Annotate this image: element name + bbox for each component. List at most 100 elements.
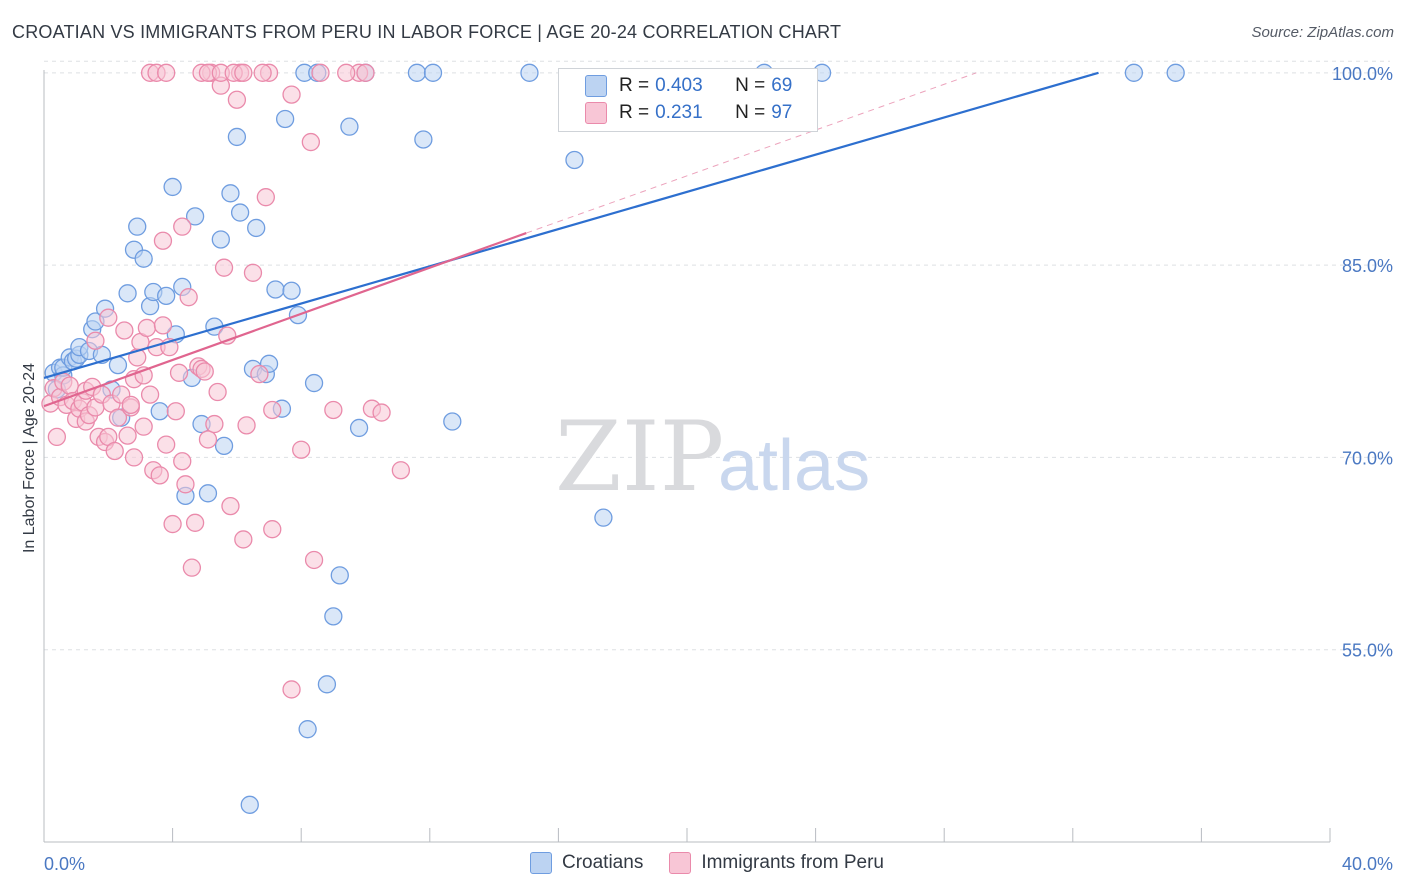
peru-trend-line: [43, 232, 527, 408]
peru-point: [47, 427, 67, 447]
peru-point: [214, 258, 234, 277]
peru-point: [173, 217, 192, 236]
croatian-point: [275, 109, 295, 129]
chart-source: Source: ZipAtlas.com: [1251, 24, 1394, 41]
croatian-point: [240, 795, 259, 814]
peru-point: [221, 496, 240, 516]
peru-point: [150, 466, 169, 485]
watermark: ZIP atlas: [555, 401, 870, 513]
watermark-atlas: atlas: [718, 426, 870, 506]
peru-point: [234, 63, 253, 82]
grid-layer: [44, 60, 1390, 651]
peru-point: [157, 63, 176, 82]
legend-r-label: R =: [619, 75, 650, 96]
peru-point: [234, 530, 253, 549]
legend-row-peru: R = 0.231 N = 97: [585, 101, 792, 125]
legend-n-value: 97: [771, 102, 793, 123]
peru-point: [256, 188, 275, 207]
peru-point: [324, 400, 343, 420]
croatian-point: [128, 217, 147, 236]
croatian-point: [134, 249, 153, 268]
legend-label-croatians: Croatians: [562, 852, 644, 873]
peru-point: [60, 376, 79, 395]
x-tick-label: 40.0%: [1342, 854, 1393, 874]
peru-point: [173, 452, 192, 471]
croatian-point: [349, 418, 369, 438]
peru-point: [292, 440, 311, 459]
croatian-point: [1166, 63, 1185, 82]
croatian-point: [163, 177, 182, 197]
croatian-point: [198, 484, 218, 503]
peru-point: [124, 448, 144, 467]
croatian-point: [230, 203, 250, 222]
legend-n-label: N =: [735, 75, 766, 96]
peru-point: [179, 288, 198, 307]
croatian-point: [340, 117, 359, 136]
peru-point: [372, 403, 391, 422]
peru-point: [253, 63, 272, 82]
croatian-point: [247, 218, 266, 238]
legend-swatch-pink: [585, 102, 607, 124]
peru-point: [166, 402, 185, 421]
croatian-point: [266, 280, 285, 299]
y-tick-label: 100.0%: [1332, 64, 1393, 84]
croatian-point: [443, 412, 462, 431]
croatian-point: [330, 566, 349, 585]
croatian-point: [118, 284, 137, 303]
peru-point: [134, 417, 153, 436]
croatian-point: [407, 63, 427, 82]
x-tick-label: 0.0%: [44, 854, 85, 874]
peru-point: [153, 316, 173, 335]
y-tick-label: 55.0%: [1342, 641, 1393, 661]
stats-legend: R = 0.403 N = 69 R = 0.231 N = 97: [558, 68, 818, 132]
peru-point: [169, 363, 189, 382]
peru-point: [356, 63, 375, 82]
peru-point: [115, 321, 134, 340]
y-tick-label: 70.0%: [1342, 448, 1393, 468]
legend-swatch-pink: [669, 852, 692, 874]
peru-point: [237, 416, 256, 435]
legend-r-value: 0.403: [655, 75, 703, 96]
croatian-point: [282, 281, 301, 300]
croatian-point: [414, 130, 433, 149]
y-tick-label: 85.0%: [1342, 256, 1393, 276]
legend-item-peru[interactable]: Immigrants from Peru: [669, 852, 884, 874]
peru-point: [185, 513, 205, 532]
legend-n-value: 69: [771, 75, 793, 96]
peru-point: [243, 263, 263, 282]
croatian-point: [211, 230, 230, 249]
legend-item-croatians[interactable]: Croatians: [530, 852, 643, 874]
peru-point: [121, 395, 140, 414]
croatian-point: [214, 436, 234, 456]
axis-layer: [43, 70, 1331, 843]
peru-point: [86, 331, 105, 350]
croatian-point: [185, 207, 205, 226]
peru-point: [198, 430, 218, 449]
croatian-point: [157, 286, 176, 306]
croatian-point: [520, 63, 539, 82]
legend-swatch-blue: [585, 75, 607, 97]
croatian-point: [594, 508, 613, 527]
peru-point: [163, 514, 182, 534]
peru-point: [391, 461, 411, 480]
croatian-point: [227, 127, 247, 147]
trend-layer: [43, 71, 1099, 408]
peru-point: [304, 550, 324, 570]
peru-point: [205, 414, 224, 434]
croatian-point: [221, 184, 240, 203]
peru-point: [140, 385, 160, 404]
peru-point: [282, 85, 301, 104]
reference-dashed-line: [526, 72, 977, 234]
croatian-trend-line: [43, 71, 1099, 379]
series-legend: Croatians Immigrants from Peru: [530, 852, 910, 874]
peru-point: [195, 362, 214, 381]
peru-point: [250, 364, 269, 384]
peru-point: [105, 441, 124, 461]
peru-point: [137, 318, 157, 338]
croatian-point: [565, 150, 584, 170]
peru-point: [282, 680, 301, 699]
croatian-point: [298, 720, 317, 739]
watermark-zip: ZIP: [555, 401, 724, 513]
croatian-point: [304, 373, 324, 393]
